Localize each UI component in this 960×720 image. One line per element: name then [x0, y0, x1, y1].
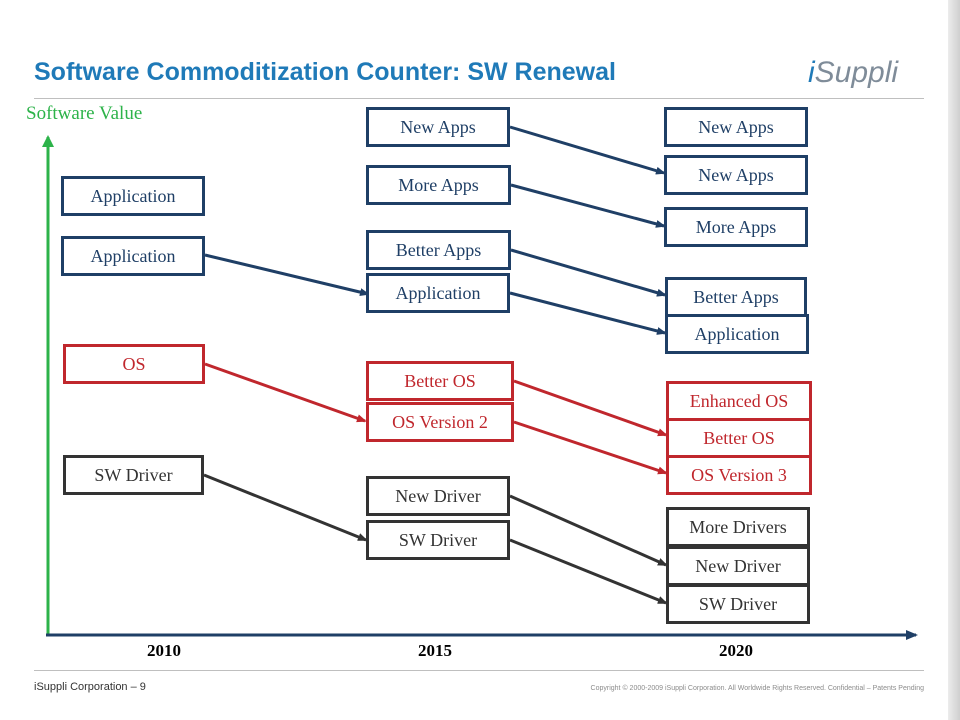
y-axis-label: Software Value — [26, 103, 143, 124]
slide-edge-shadow — [948, 0, 960, 720]
arrow-os-v2-2015-2020 — [513, 420, 668, 475]
year-2020: 2020 — [719, 641, 753, 660]
box-2020-more-drivers: More Drivers — [666, 507, 810, 547]
arrow-better-os-2015-2020 — [513, 379, 668, 437]
box-2015-better-apps: Better Apps — [366, 230, 511, 270]
footer-divider — [34, 670, 924, 671]
arrow-new-driver-2015-2020 — [509, 494, 668, 567]
arrow-application-2015-2020 — [509, 291, 667, 335]
footer-page-label: iSuppli Corporation – 9 — [34, 681, 146, 693]
box-2020-new-apps-1: New Apps — [664, 107, 808, 147]
box-2020-new-apps-2: New Apps — [664, 155, 808, 195]
arrow-application-2010-2015 — [204, 253, 370, 297]
box-2020-more-apps: More Apps — [664, 207, 808, 247]
arrow-new-apps-2015-2020 — [509, 125, 666, 175]
box-2015-new-apps: New Apps — [366, 107, 510, 147]
arrow-more-apps-2015-2020 — [510, 183, 666, 228]
arrow-driver-2010-2015 — [203, 473, 368, 542]
box-2015-better-os: Better OS — [366, 361, 514, 401]
header-divider — [34, 98, 924, 99]
box-2020-better-apps: Better Apps — [665, 277, 807, 317]
arrow-os-2010-2015 — [204, 362, 367, 423]
year-2015: 2015 — [418, 641, 452, 660]
arrow-better-apps-2015-2020 — [510, 248, 667, 297]
year-2010: 2010 — [147, 641, 181, 660]
box-2015-more-apps: More Apps — [366, 165, 511, 205]
isuppli-logo: iSuppli — [808, 56, 899, 89]
box-2015-application: Application — [366, 273, 510, 313]
box-2020-application: Application — [665, 314, 809, 354]
box-2010-application-1: Application — [61, 176, 205, 216]
box-2020-sw-driver: SW Driver — [666, 584, 810, 624]
box-2015-sw-driver: SW Driver — [366, 520, 510, 560]
box-2020-os-version-3: OS Version 3 — [666, 455, 812, 495]
box-2015-os-version-2: OS Version 2 — [366, 402, 514, 442]
box-2010-application-2: Application — [61, 236, 205, 276]
box-2010-sw-driver: SW Driver — [63, 455, 204, 495]
box-2020-new-driver: New Driver — [666, 546, 810, 586]
box-2015-new-driver: New Driver — [366, 476, 510, 516]
box-2010-os: OS — [63, 344, 205, 384]
slide-title: Software Commoditization Counter: SW Ren… — [34, 58, 616, 86]
box-2020-better-os: Better OS — [666, 418, 812, 458]
box-2020-enhanced-os: Enhanced OS — [666, 381, 812, 421]
arrow-sw-driver-2015-2020 — [509, 538, 668, 605]
footer-copyright: Copyright © 2000-2009 iSuppli Corporatio… — [590, 685, 924, 692]
